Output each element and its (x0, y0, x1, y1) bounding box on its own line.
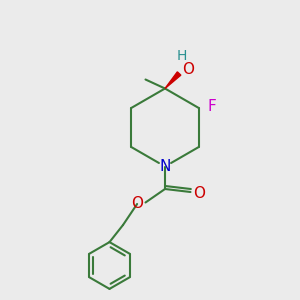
Text: O: O (194, 186, 206, 201)
Polygon shape (165, 72, 181, 88)
Text: O: O (131, 196, 143, 211)
Text: F: F (208, 99, 217, 114)
Text: H: H (177, 50, 187, 63)
Text: O: O (182, 61, 194, 76)
Text: N: N (159, 159, 171, 174)
